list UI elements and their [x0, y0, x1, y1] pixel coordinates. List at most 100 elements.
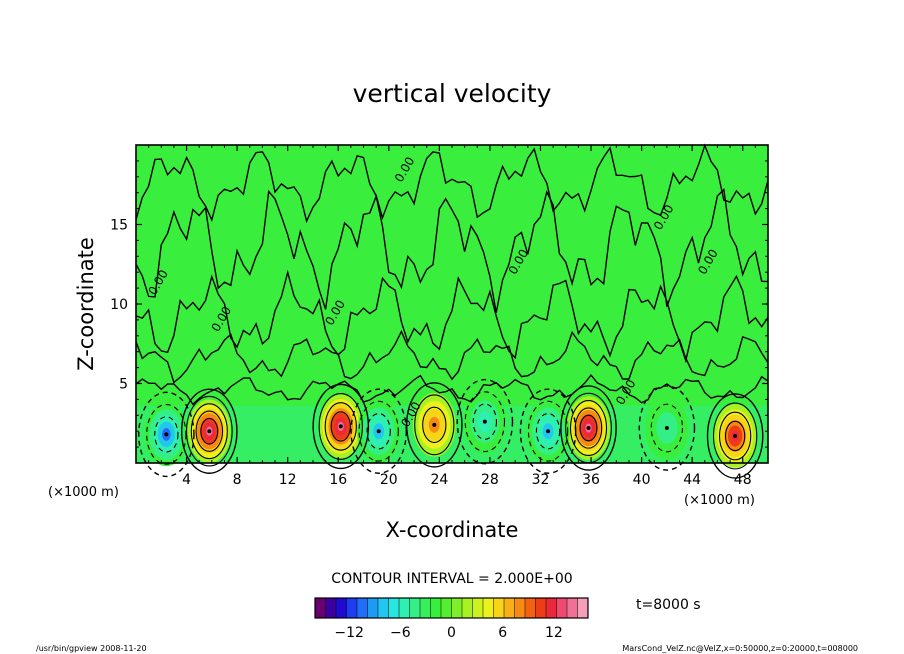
zero-contour [135, 187, 769, 313]
colorbar-segment [472, 598, 484, 618]
x-axis-label: X-coordinate [386, 518, 519, 542]
x-tick-label: 20 [380, 472, 398, 488]
x-axis: 4 8 12 16 20 24 28 32 36 40 44 48 [148, 145, 756, 488]
contour-line [724, 420, 746, 452]
colorbar-segment [441, 598, 452, 618]
contour-line [154, 416, 179, 453]
x-tick-label: 32 [532, 472, 550, 488]
colorbar-segment [514, 598, 526, 618]
contour-line [472, 403, 498, 440]
contour-line [464, 391, 506, 453]
colorbar-segment [336, 598, 347, 618]
zero-contour [135, 373, 769, 406]
contour-lines [135, 143, 769, 479]
colorbar-segment [315, 598, 326, 618]
x-tick-label: 8 [233, 472, 242, 488]
contour-line [638, 385, 696, 471]
contour-line [200, 417, 219, 445]
x-tick-label: 12 [279, 472, 297, 488]
footer-right: MarsCond_VelZ.nc@VelZ,x=0:50000,z=0:2000… [622, 644, 858, 653]
colorbar-segment [420, 598, 431, 618]
colorbar-segment [504, 598, 515, 618]
colorbar-segment [399, 598, 410, 618]
cell-center-dot [482, 419, 487, 424]
cell-center-dot [164, 432, 169, 437]
contour-line [405, 382, 463, 468]
colorbar-tick-label: −6 [390, 625, 411, 641]
contour-line [138, 391, 195, 478]
contour-line [324, 402, 357, 451]
colorbar [314, 597, 589, 619]
contour-line [414, 394, 455, 456]
contour-line [569, 400, 608, 456]
colorbar-segment [535, 598, 547, 618]
cell-downdraft [463, 389, 507, 454]
contour-line [185, 395, 233, 467]
colorbar-tick-label: −12 [334, 625, 364, 641]
contour-line [519, 388, 577, 474]
contour-interval: CONTOUR INTERVAL = 2.000E+00 [331, 571, 572, 587]
colorbar-segment [462, 598, 473, 618]
colorbar-ticks: −12 −6 0 6 12 [334, 625, 562, 641]
cell-downdraft [357, 399, 401, 464]
colorbar-segment [409, 598, 421, 618]
colorbar-segment [451, 598, 463, 618]
x-tick-label: 36 [582, 472, 600, 488]
x-tick-label: 48 [734, 472, 752, 488]
contour-line [190, 403, 228, 460]
colorbar-tick-label: 0 [447, 625, 456, 641]
cell-center-dot [376, 429, 381, 434]
colorbar-segment [430, 598, 442, 618]
colorbar-segment [546, 598, 557, 618]
colorbar-segment [525, 598, 536, 618]
contour-line [330, 411, 351, 442]
colorbar-tick-label: 12 [545, 625, 563, 641]
x-tick-label: 44 [683, 472, 701, 488]
contour-line [712, 402, 758, 470]
cell-updraft [319, 394, 363, 459]
zero-contour [135, 143, 769, 224]
colorbar-segment [346, 598, 358, 618]
cell-updraft [412, 393, 456, 457]
contour-line [718, 411, 752, 461]
y-tick-label: 15 [110, 218, 128, 234]
x-tick-label: 4 [182, 472, 191, 488]
contour-line [560, 385, 617, 471]
cell-updraft [713, 404, 757, 468]
colorbar-segment [367, 598, 379, 618]
cell-center-dot [586, 426, 591, 431]
x-tick-label: 28 [481, 472, 499, 488]
contour-line [579, 414, 598, 442]
colorbar-segment [357, 598, 368, 618]
plot-area: 0.000.00 0.000.000.000.000.000.000.00 [135, 143, 769, 479]
y-axis-label: Z-coordinate [74, 237, 98, 371]
contour-line [358, 400, 399, 462]
cell-updraft [567, 396, 611, 460]
y-tick-label: 5 [119, 377, 128, 393]
x-tick-label: 24 [430, 472, 448, 488]
zero-contour [135, 329, 769, 384]
cell-center-dot [207, 429, 212, 434]
cell-center-dot [546, 429, 551, 434]
contour-line [318, 392, 363, 460]
cell-center-dot [338, 424, 343, 429]
contour-line [706, 393, 764, 479]
cell-center-dot [432, 422, 437, 427]
colorbar-segment [325, 598, 337, 618]
x-tick-label: 16 [329, 472, 347, 488]
contour-line [146, 403, 187, 465]
x-tick-label: 40 [633, 472, 651, 488]
contour-line [527, 400, 569, 462]
colorbar-segment [556, 598, 568, 618]
cell-downdraft [645, 396, 689, 460]
colorbar-segment [483, 598, 494, 618]
cell-center-dot [664, 426, 669, 431]
x-unit-left: (×1000 m) [48, 485, 119, 500]
contour-line [312, 383, 370, 470]
colorbar-segment [378, 598, 389, 618]
cell-downdraft [526, 399, 570, 464]
cell-center-dot [733, 433, 738, 438]
contour-line [366, 412, 391, 450]
colorbar-frame [314, 597, 589, 619]
